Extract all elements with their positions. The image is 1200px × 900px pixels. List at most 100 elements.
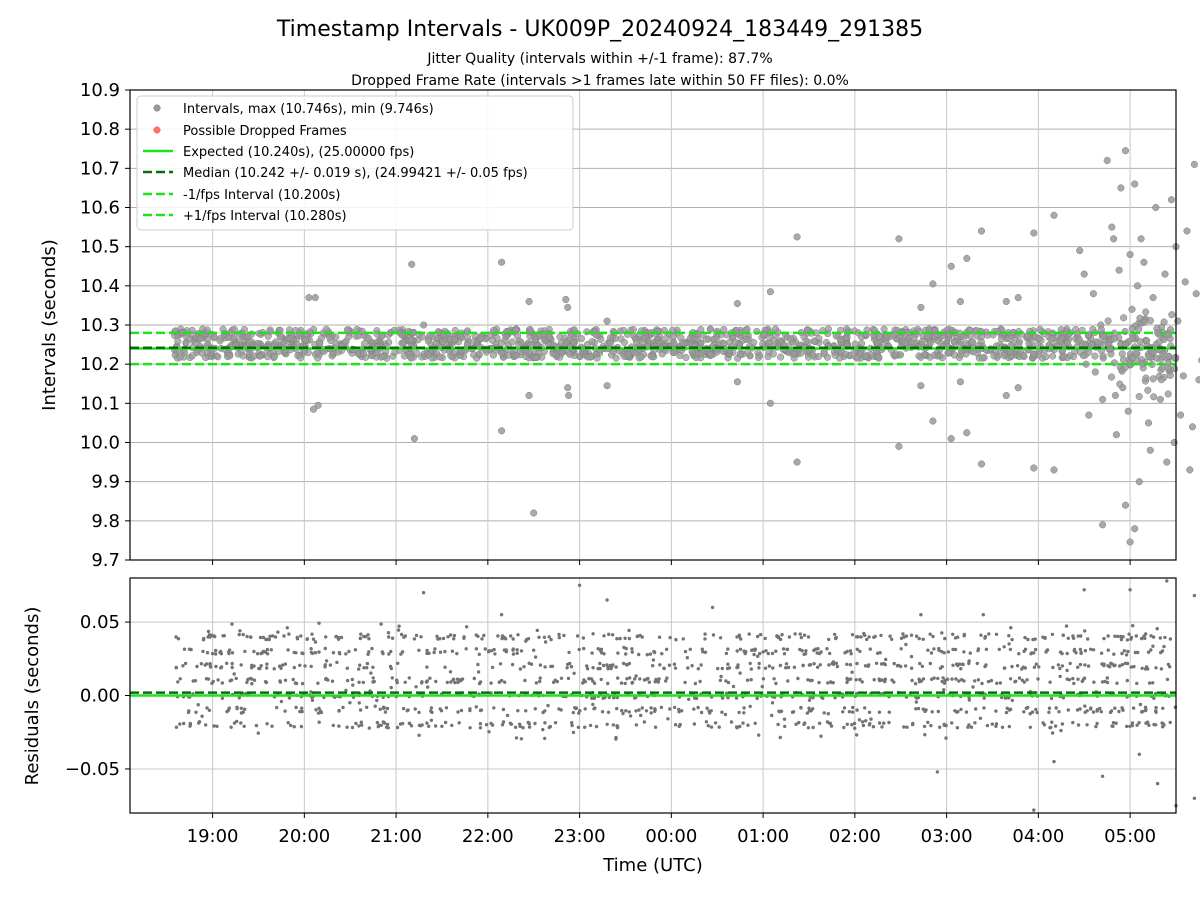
interval-outlier-point [1111,391,1119,400]
residual-point [863,706,867,710]
residual-point [806,726,811,730]
residual-point [899,636,904,640]
residual-point [1037,665,1041,669]
residual-point [842,706,847,710]
residual-point [408,721,412,726]
residual-point [337,724,341,728]
residual-point [688,647,692,651]
residual-point [822,711,826,715]
residual-point [468,708,472,713]
residual-point [654,677,658,682]
residual-point [938,725,942,729]
residual-point [842,725,846,730]
residual-point [1036,677,1040,681]
residual-point [443,649,447,654]
residual-point [953,709,957,713]
residuals-scatter-band [174,621,1178,741]
residual-point [1099,710,1104,714]
residual-point [763,666,768,670]
residual-point [706,724,710,728]
interval-point [424,337,432,345]
residual-point [357,667,361,671]
residual-point [962,634,966,638]
interval-outlier-point [947,262,955,270]
residual-point [621,661,626,666]
interval-point [1149,375,1157,383]
interval-outlier-point [1177,411,1185,419]
residual-point [1163,635,1167,640]
residual-point [620,708,624,713]
interval-point [488,336,496,344]
residual-point [457,721,461,725]
residual-point [726,680,731,685]
residual-point [606,710,611,714]
residual-point [515,651,519,655]
interval-outlier-point [1050,211,1058,219]
residual-point [174,725,179,729]
residual-point [532,648,536,652]
residual-point [395,725,400,730]
residual-point [1082,676,1087,680]
residual-point [1028,712,1032,716]
x-tick-label: 02:00 [829,826,881,847]
interval-point [777,353,785,361]
interval-point [316,340,324,348]
residual-point [538,663,543,667]
residual-point [1125,724,1129,729]
residual-point [300,706,304,710]
residual-point [855,733,859,737]
residual-point [440,724,444,728]
legend-median-label: Median (10.242 +/- 0.019 s), (24.99421 +… [183,166,528,181]
residual-point [1120,706,1124,711]
residual-point [273,635,278,639]
interval-point [969,338,977,346]
residual-point [452,633,457,638]
residual-point [1132,664,1136,669]
residual-point [222,634,226,638]
residual-point [1128,724,1132,728]
residual-point [1142,634,1146,638]
residual-point [653,709,657,714]
interval-point [1168,311,1176,319]
residual-point [1061,696,1066,700]
residual-point [245,634,249,639]
residual-point [250,677,254,681]
residual-point [818,663,822,667]
residual-point [621,711,625,716]
residual-point [401,706,406,711]
residual-point [598,661,602,666]
residual-point [553,721,558,725]
residual-point [367,726,371,730]
residual-point [209,633,214,637]
residual-point [623,636,627,640]
residual-point [1083,629,1087,633]
residual-point [950,677,954,681]
residual-point [550,664,555,668]
residual-point [951,647,955,652]
residual-point [541,710,545,715]
residual-point [930,710,934,714]
residual-point [1028,725,1033,729]
residual-point [605,722,609,726]
chart-subtitle-dropped: Dropped Frame Rate (intervals >1 frames … [351,73,849,89]
residual-point [546,703,550,708]
residual-point [610,633,615,637]
residual-point [1123,661,1128,666]
residual-point [204,677,209,681]
residual-point [975,661,979,666]
residual-point [353,648,358,652]
interval-point [1091,352,1099,360]
residual-point [787,635,792,639]
residual-point [362,666,366,670]
residual-point [270,634,275,638]
interval-point [556,333,564,341]
residual-point [734,696,739,700]
residual-point [381,706,386,710]
interval-point [1157,355,1165,364]
intervals-y-tick-label: 10.7 [80,158,120,179]
residual-point [764,649,768,653]
interval-outlier-point [956,378,964,386]
residual-point [225,709,229,714]
residual-point [720,710,724,714]
interval-point [802,337,810,345]
